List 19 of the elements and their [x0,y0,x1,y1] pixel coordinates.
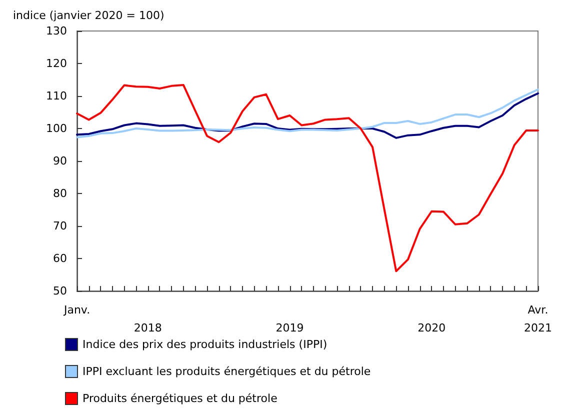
legend-label: Produits énergétiques et du pétrole [82,392,278,405]
y-tick-label: 100 [46,122,67,135]
y-tick-label: 110 [46,90,67,102]
y-tick-label: 60 [53,252,67,265]
legend-label: Indice des prix des produits industriels (IPPI) [82,338,328,351]
x-tick-label: Janv. [62,304,90,316]
y-tick-label: 50 [53,284,67,298]
x-tick-label: 2018 [134,322,162,334]
x-tick-label: 2019 [276,322,304,334]
legend-label: IPPI excluant les produits énergétiques et du pétrole [82,365,371,378]
y-tick-label: 70 [53,220,67,232]
x-tick-label: Avr. 2021 [524,304,552,334]
y-tick-label: 90 [53,154,67,168]
x-tick-label: 2020 [418,322,446,334]
y-tick-label: 120 [46,57,67,70]
y-tick-label: 80 [53,187,67,200]
y-axis-title: indice (janvier 2020 = 100) [13,9,164,22]
line-series [76,84,539,272]
y-tick-label: 130 [46,24,67,38]
